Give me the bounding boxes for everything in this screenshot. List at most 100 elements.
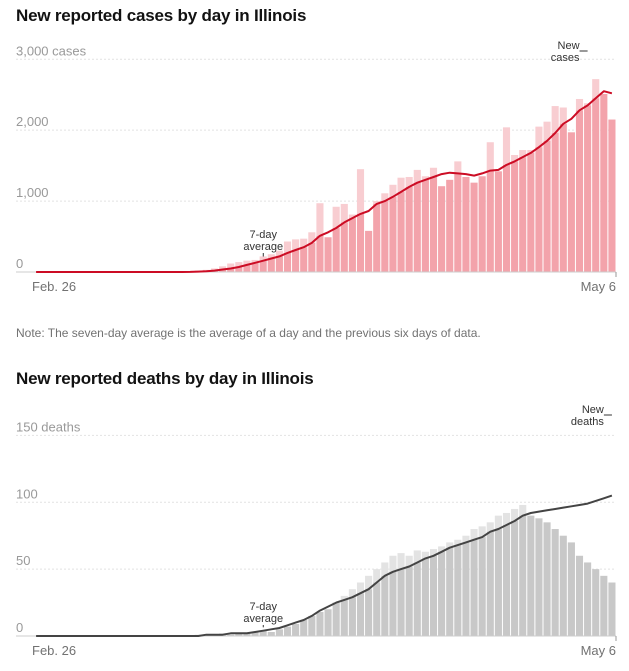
cases-bar (308, 242, 316, 272)
deaths-bar (348, 597, 356, 636)
cases-bar (551, 133, 559, 272)
deaths-bar (243, 633, 251, 636)
cases-bar-excess (575, 98, 584, 111)
cases-bar (519, 157, 527, 272)
cases-bar-excess (227, 263, 235, 269)
cases-bar-excess (511, 155, 519, 162)
cases-average-line (36, 90, 613, 273)
cases-bar-excess (559, 107, 567, 124)
cases-bar (340, 222, 348, 272)
cases-bar (470, 182, 478, 272)
cases-bar-excess (389, 184, 397, 197)
deaths-bar-excess (478, 526, 486, 538)
deaths-bar (421, 558, 429, 636)
deaths-bar (454, 545, 462, 636)
cases-bar-excess (235, 262, 243, 268)
deaths-bar-excess (389, 555, 397, 572)
cases-bar (608, 119, 616, 272)
cases-x-end-label: May 6 (581, 279, 616, 294)
deaths-chart-title: New reported deaths by day in Illinois (16, 369, 314, 388)
deaths-bar (251, 631, 259, 636)
deaths-y-tick-label: 0 (16, 620, 23, 635)
cases-bar (235, 267, 243, 272)
deaths-bar (592, 569, 600, 636)
cases-bar (429, 176, 438, 272)
cases-bar (373, 203, 381, 272)
cases-bar (405, 186, 413, 272)
cases-bar-excess (275, 250, 283, 257)
cases-bar (243, 264, 251, 272)
deaths-bar-excess (397, 553, 405, 570)
deaths-bar-annotation: New (582, 404, 604, 416)
deaths-bar-excess (429, 549, 438, 556)
deaths-bar (397, 569, 405, 636)
deaths-bar-excess (421, 551, 429, 559)
cases-bar (365, 230, 373, 272)
cases-bar (446, 179, 454, 272)
cases-bar (251, 262, 259, 272)
cases-bar (567, 132, 575, 272)
cases-bar-excess (592, 79, 600, 99)
deaths-bar (584, 562, 592, 636)
cases-bar-excess (340, 203, 348, 223)
cases-y-tick-label: 3,000 cases (16, 43, 87, 58)
deaths-bar-excess (413, 550, 421, 563)
cases-bar-excess (535, 126, 543, 148)
deaths-bar-excess (373, 569, 381, 583)
deaths-bar-excess (405, 555, 413, 567)
deaths-bar-excess (340, 595, 348, 600)
deaths-bar (543, 522, 551, 636)
cases-bar (600, 94, 608, 272)
cases-bar-excess (397, 177, 405, 192)
cases-bar (332, 228, 340, 272)
cases-bar-excess (348, 214, 356, 219)
cases-bar (292, 250, 300, 272)
cases-bar-excess (413, 169, 421, 183)
deaths-bar (373, 582, 381, 636)
cases-chart: 0 1,000 2,000 3,000 cases Feb. 26 May 6 7-daya… (16, 40, 617, 294)
deaths-avg-annotation: average (243, 613, 283, 625)
deaths-bar-excess (454, 539, 462, 546)
deaths-bar (429, 555, 438, 636)
cases-bar (283, 252, 292, 272)
cases-bar-excess (332, 206, 340, 229)
cases-bar (454, 173, 462, 272)
cases-bar-excess (429, 167, 438, 177)
deaths-bar-excess (356, 582, 365, 594)
cases-bar-excess (283, 241, 292, 253)
cases-bar-excess (292, 239, 300, 251)
cases-bar-excess (356, 169, 365, 214)
cases-bar (413, 182, 421, 272)
cases-y-tick-label: 2,000 (16, 114, 49, 129)
deaths-bar (316, 611, 324, 636)
cases-bar-excess (543, 121, 551, 141)
cases-bar (575, 110, 584, 272)
cases-bar (486, 170, 494, 272)
deaths-average-line (36, 494, 613, 637)
cases-bar (584, 105, 592, 272)
deaths-bar (413, 562, 421, 636)
cases-avg-annotation: average (243, 241, 283, 253)
cases-bar (543, 140, 551, 272)
cases-bar-excess (219, 266, 227, 270)
deaths-bar-excess (519, 504, 527, 516)
deaths-bar (365, 589, 373, 636)
deaths-avg-annotation: 7-day (250, 601, 278, 613)
cases-avg-annotation: 7-day (250, 229, 278, 241)
deaths-bar (308, 615, 316, 636)
deaths-bar (511, 521, 519, 636)
deaths-bar (259, 630, 267, 636)
cases-bar-excess (210, 268, 219, 271)
deaths-y-tick-label: 150 deaths (16, 419, 81, 434)
cases-bar (227, 268, 235, 272)
deaths-bar (332, 602, 340, 636)
cases-bar-excess (300, 238, 308, 248)
deaths-x-start-label: Feb. 26 (32, 643, 76, 658)
deaths-bar-excess (486, 522, 494, 532)
deaths-bar (446, 547, 454, 636)
cases-bar-excess (502, 127, 511, 165)
cases-bar (275, 256, 283, 272)
cases-bar (397, 191, 405, 272)
deaths-bar (275, 629, 283, 636)
cases-bar (267, 258, 275, 272)
